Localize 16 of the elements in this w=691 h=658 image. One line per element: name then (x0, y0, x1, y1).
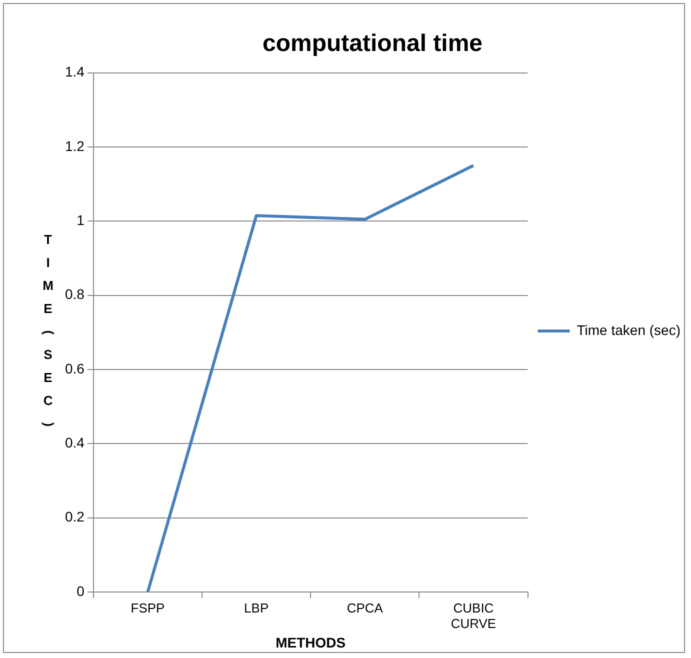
y-tick-label: 0 (76, 582, 85, 599)
y-tick-label: 0.8 (64, 286, 85, 302)
y-tick-label: 1.2 (64, 138, 85, 154)
y-tick-label: 0.4 (64, 434, 85, 451)
chart-title: computational time (262, 30, 483, 58)
x-axis-title: METHODS (276, 634, 346, 650)
y-tick-label: 0.2 (64, 508, 85, 525)
text: TIME (SEC) (41, 232, 56, 427)
x-tick-label: CPCA (346, 600, 384, 616)
x-tick-label: FSPP (130, 600, 165, 616)
legend-label: Time taken (sec) (576, 322, 680, 338)
y-tick-label: 1 (76, 212, 85, 228)
y-tick-label: 1.4 (64, 64, 85, 80)
x-tick-label: LBP (244, 600, 269, 616)
x-tick-label: CUBIC CURVE (450, 600, 496, 631)
y-tick-label: 0.6 (64, 360, 85, 376)
